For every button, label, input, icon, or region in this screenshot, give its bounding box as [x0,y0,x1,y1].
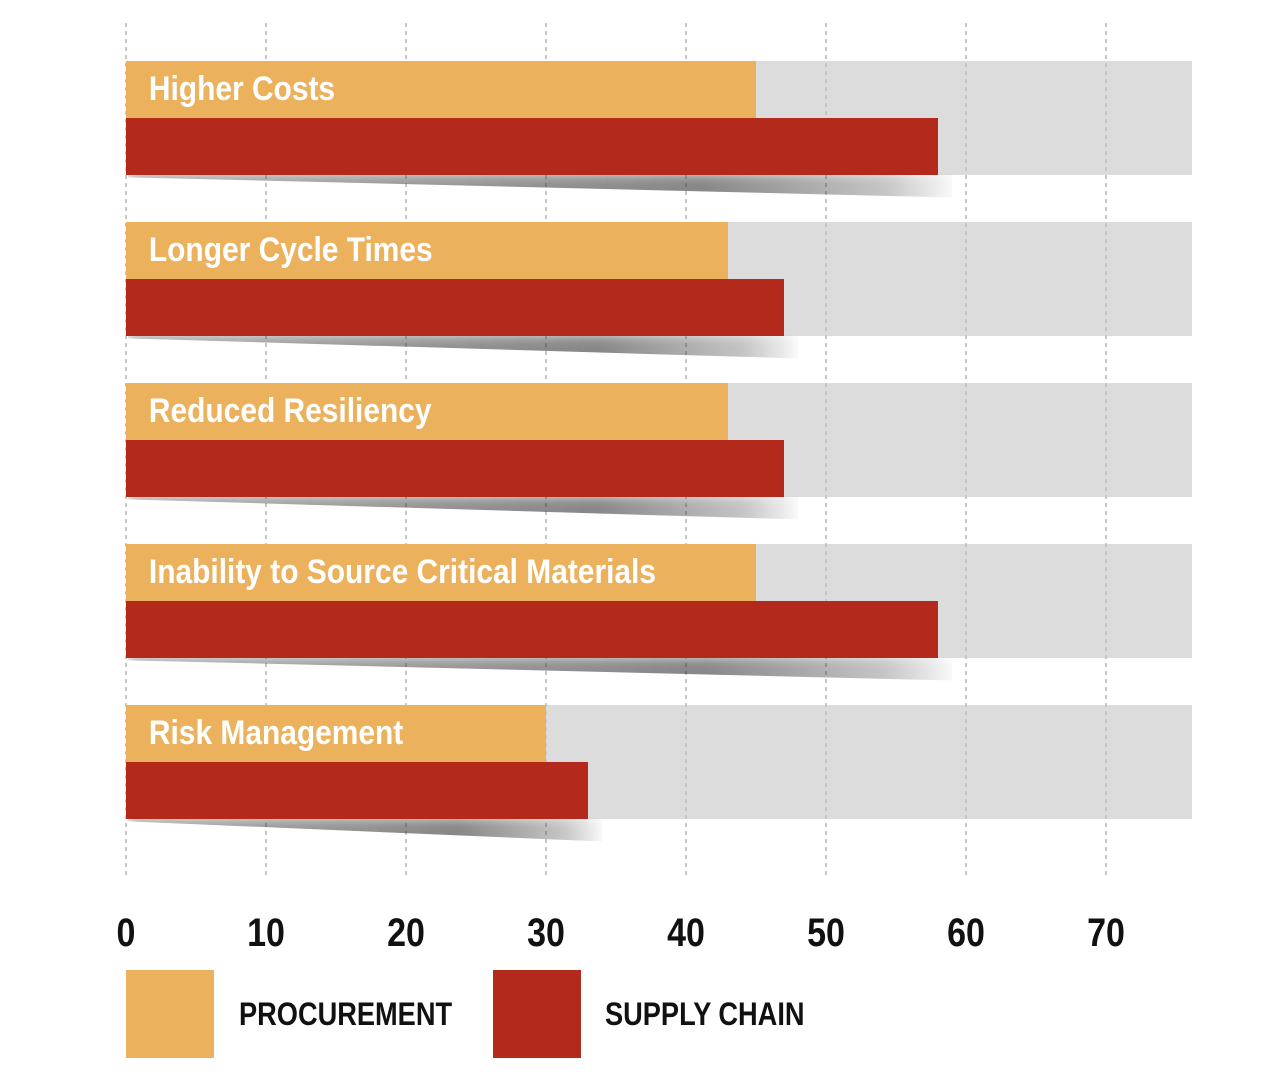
category-label: Reduced Resiliency [148,392,432,430]
procurement-bar: Longer Cycle Times [126,222,728,279]
x-tick-label: 10 [247,911,285,955]
supply-chain-bar [126,118,938,175]
x-tick-label: 70 [1087,911,1125,955]
supply-chain-bar [126,440,784,497]
x-tick-label: 50 [807,911,845,955]
x-tick-label: 0 [116,911,136,955]
procurement-bar: Inability to Source Critical Materials [126,544,756,601]
bar-group-inability-to-source: Inability to Source Critical Materials [126,544,1192,681]
supply-chain-bar [126,601,938,658]
supply-chain-bar [126,279,784,336]
category-label: Longer Cycle Times [148,231,433,269]
bar-group-risk-management: Risk Management [126,705,1192,842]
x-tick-label: 20 [387,911,425,955]
procurement-legend-label: PROCUREMENT [239,995,453,1032]
gridline [825,23,827,878]
procurement-legend-swatch [126,970,214,1058]
category-label: Higher Costs [148,70,336,108]
bar-group-reduced-resiliency: Reduced Resiliency [126,383,1192,520]
procurement-bar: Reduced Resiliency [126,383,728,440]
gridline [1105,23,1107,878]
supply-chain-bar [126,762,588,819]
bar-group-higher-costs: Higher Costs [126,61,1192,198]
category-label: Risk Management [148,714,404,752]
x-tick-label: 60 [947,911,985,955]
supply-chain-legend-swatch [493,970,581,1058]
procurement-bar: Risk Management [126,705,546,762]
x-tick-label: 40 [667,911,705,955]
gridline [965,23,967,878]
x-tick-label: 30 [527,911,565,955]
procurement-bar: Higher Costs [126,61,756,118]
supply-chain-legend-label: SUPPLY CHAIN [605,995,805,1032]
category-label: Inability to Source Critical Materials [148,553,657,591]
